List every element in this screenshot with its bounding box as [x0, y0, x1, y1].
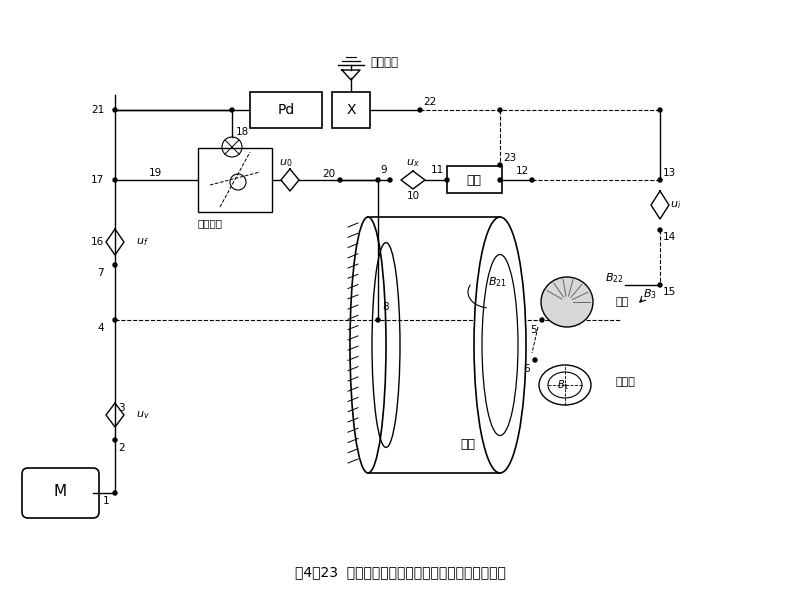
- Text: 11: 11: [430, 165, 444, 175]
- Circle shape: [658, 228, 662, 232]
- Text: $u_{x}$: $u_{x}$: [406, 157, 420, 169]
- Circle shape: [540, 318, 544, 322]
- Circle shape: [658, 108, 662, 112]
- Text: 3: 3: [118, 403, 125, 413]
- Text: 8: 8: [382, 302, 389, 312]
- Text: 摇台: 摇台: [461, 439, 475, 451]
- Text: 进给鼓轮: 进给鼓轮: [198, 218, 223, 228]
- Text: $u_{i}$: $u_{i}$: [670, 199, 681, 211]
- Circle shape: [498, 163, 502, 167]
- Circle shape: [498, 178, 502, 182]
- Text: 7: 7: [98, 268, 104, 278]
- Bar: [250, 92, 322, 128]
- Text: 合成: 合成: [466, 173, 482, 187]
- Text: 12: 12: [516, 166, 529, 176]
- Text: 1: 1: [102, 496, 109, 506]
- Circle shape: [230, 108, 234, 112]
- Circle shape: [113, 438, 117, 442]
- Circle shape: [113, 318, 117, 322]
- Circle shape: [498, 108, 502, 112]
- FancyBboxPatch shape: [22, 468, 99, 518]
- Text: 10: 10: [406, 191, 419, 201]
- Text: 19: 19: [148, 168, 162, 178]
- Bar: [198, 148, 272, 212]
- Text: $B_{3}$: $B_{3}$: [643, 287, 657, 301]
- Ellipse shape: [474, 217, 526, 473]
- Circle shape: [113, 263, 117, 267]
- Circle shape: [658, 178, 662, 182]
- Text: 13: 13: [663, 168, 676, 178]
- Text: 工件: 工件: [615, 297, 628, 307]
- Bar: [332, 92, 370, 128]
- Text: 2: 2: [118, 443, 125, 453]
- Text: 17: 17: [90, 175, 104, 185]
- Ellipse shape: [541, 277, 593, 327]
- Circle shape: [658, 283, 662, 287]
- Circle shape: [388, 178, 392, 182]
- Text: 5: 5: [530, 325, 537, 335]
- Text: 21: 21: [90, 105, 104, 115]
- Text: 23: 23: [503, 153, 516, 163]
- Circle shape: [113, 491, 117, 495]
- Text: 6: 6: [523, 364, 530, 374]
- Text: 20: 20: [322, 169, 335, 179]
- Circle shape: [338, 178, 342, 182]
- Circle shape: [113, 178, 117, 182]
- Text: M: M: [54, 485, 66, 499]
- Text: $B_{21}$: $B_{21}$: [488, 275, 507, 289]
- Ellipse shape: [539, 365, 591, 405]
- Text: X: X: [346, 103, 356, 117]
- Text: 14: 14: [663, 232, 676, 242]
- Text: 16: 16: [90, 237, 104, 247]
- Text: Pd: Pd: [278, 103, 294, 117]
- Circle shape: [530, 178, 534, 182]
- Text: 铣刀盘: 铣刀盘: [615, 377, 635, 387]
- Circle shape: [418, 108, 422, 112]
- Text: 9: 9: [380, 165, 387, 175]
- Circle shape: [533, 358, 537, 362]
- Text: $u_{v}$: $u_{v}$: [136, 409, 150, 421]
- Text: 4: 4: [98, 323, 104, 333]
- Text: $u_{0}$: $u_{0}$: [279, 157, 293, 169]
- Circle shape: [376, 178, 380, 182]
- Text: 15: 15: [663, 287, 676, 297]
- Text: $B_{1}$: $B_{1}$: [557, 378, 569, 392]
- Circle shape: [445, 178, 449, 182]
- Circle shape: [376, 318, 380, 322]
- Text: 22: 22: [423, 97, 436, 107]
- Text: 18: 18: [236, 127, 250, 137]
- Text: $u_{f}$: $u_{f}$: [136, 236, 149, 248]
- Text: 图4－23  弧齿锥齿轮铣齿机的传动原理图（格里逊）: 图4－23 弧齿锥齿轮铣齿机的传动原理图（格里逊）: [294, 565, 506, 579]
- Circle shape: [113, 108, 117, 112]
- Text: 分度机构: 分度机构: [370, 56, 398, 70]
- Text: $B_{22}$: $B_{22}$: [605, 271, 624, 285]
- Bar: [447, 166, 502, 193]
